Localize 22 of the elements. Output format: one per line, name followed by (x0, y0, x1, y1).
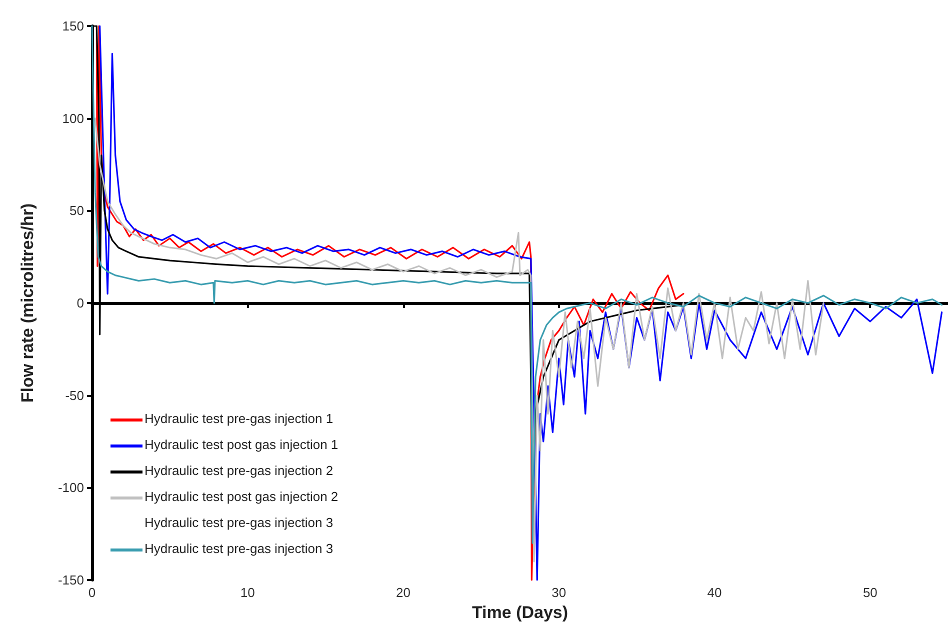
y-tick-label: 0 (76, 296, 84, 310)
legend-label: Hydraulic test pre-gas injection 3 (144, 541, 334, 556)
x-axis-title: Time (Days) (472, 603, 568, 622)
legend-label: Hydraulic test pre-gas injection 2 (144, 463, 334, 478)
y-tick-label: -50 (65, 388, 84, 403)
y-axis-title: Flow rate (microlitres/hr) (18, 203, 37, 403)
y-tick-label: 50 (70, 203, 84, 218)
x-tick-label: 10 (240, 585, 255, 600)
legend-label: Hydraulic test post gas injection 1 (144, 437, 338, 452)
x-tick-label: 20 (396, 585, 411, 600)
legend-label: Hydraulic test pre-gas injection 1 (144, 411, 334, 426)
legend-label: Hydraulic test post gas injection 2 (144, 489, 338, 504)
x-tick-label: 40 (707, 585, 722, 600)
y-tick-label: 150 (62, 18, 84, 34)
x-tick-label: 50 (862, 585, 878, 600)
line-series (94, 118, 824, 562)
y-tick-label: -150 (58, 572, 84, 588)
text: Hydraulic test pre-gas injection 3 (144, 515, 334, 530)
y-tick-label: -100 (58, 480, 84, 496)
x-tick-label: 0 (88, 585, 96, 600)
y-tick-label: 100 (62, 110, 84, 126)
x-tick-label: 30 (552, 585, 566, 600)
